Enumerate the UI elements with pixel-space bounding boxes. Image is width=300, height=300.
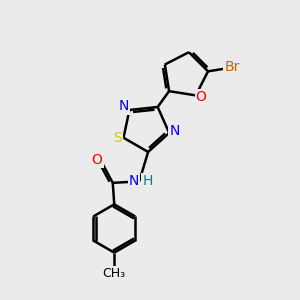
Text: S: S (113, 131, 122, 145)
Text: Br: Br (225, 60, 240, 74)
Text: H: H (142, 174, 153, 188)
Text: O: O (92, 153, 103, 167)
Text: CH₃: CH₃ (103, 267, 126, 280)
Text: O: O (196, 90, 206, 104)
Text: N: N (169, 124, 180, 139)
Text: N: N (119, 99, 129, 113)
Text: N: N (129, 174, 139, 188)
